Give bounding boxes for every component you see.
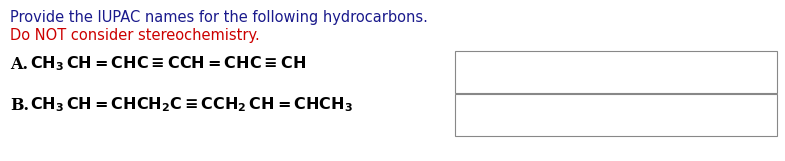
Text: $\mathdefault{\bf CH_3\,CH{=}CHC{\equiv}CCH{=}CHC{\equiv}CH}$: $\mathdefault{\bf CH_3\,CH{=}CHC{\equiv}… [30, 54, 306, 73]
Text: A.: A. [10, 56, 28, 73]
Text: $\mathdefault{\bf CH_3\,CH{=}CHCH_2C{\equiv}CCH_2\,CH{=}CHCH_3}$: $\mathdefault{\bf CH_3\,CH{=}CHCH_2C{\eq… [30, 95, 352, 114]
Bar [455, 94, 777, 136]
Bar [455, 51, 777, 93]
Text: B.: B. [10, 97, 29, 114]
Text: Do NOT consider stereochemistry.: Do NOT consider stereochemistry. [10, 28, 260, 43]
Text: Provide the IUPAC names for the following hydrocarbons.: Provide the IUPAC names for the followin… [10, 10, 428, 25]
